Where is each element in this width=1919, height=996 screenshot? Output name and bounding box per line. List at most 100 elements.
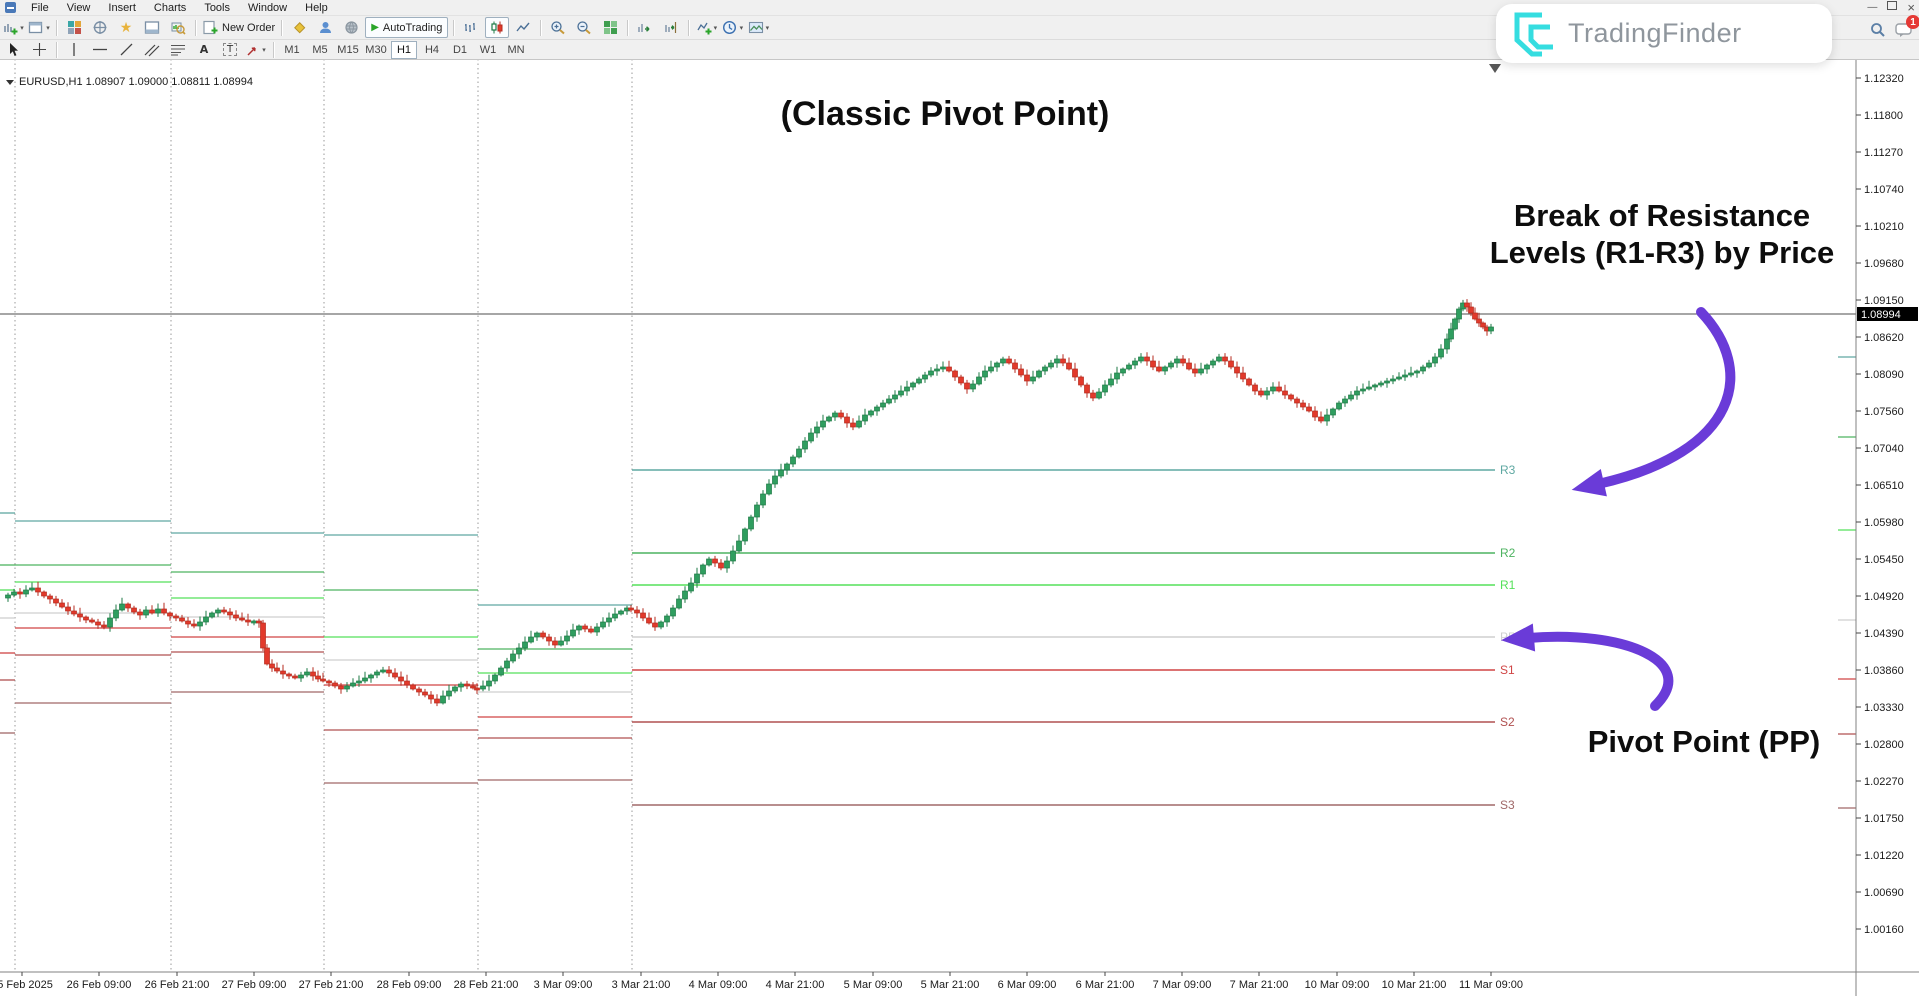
autoscroll-button[interactable] [633, 17, 657, 38]
text-button[interactable]: A [199, 43, 209, 56]
new-order-button[interactable]: New Order [201, 17, 276, 38]
resistance-annotation-line2: Levels (R1-R3) by Price [1489, 234, 1835, 270]
autotrading-label: AutoTrading [382, 21, 443, 34]
candle-body [552, 640, 558, 646]
horizontal-line-button[interactable] [88, 39, 112, 60]
candle-body [227, 611, 233, 616]
menu-file[interactable]: File [31, 1, 49, 14]
candle-body [41, 591, 47, 597]
candle-body [1336, 402, 1342, 410]
timeframe-w1[interactable]: W1 [479, 43, 497, 56]
candle-body [606, 617, 612, 623]
metaeditor-button[interactable] [287, 17, 311, 38]
crosshair-button[interactable] [27, 39, 51, 60]
text-label-button[interactable]: T [218, 39, 242, 60]
zoom-out-button[interactable] [572, 17, 596, 38]
zoom-in-button[interactable] [546, 17, 570, 38]
candle-body [1198, 368, 1204, 374]
candle-body [640, 612, 646, 619]
candle-body [1444, 338, 1450, 350]
candle-body [264, 647, 270, 665]
candle-body [1078, 376, 1084, 386]
new-chart-button[interactable]: ▾ [1, 17, 25, 38]
timeframe-mn[interactable]: MN [507, 43, 525, 56]
chart-shift-button[interactable] [659, 17, 683, 38]
timeframe-h1[interactable]: H1 [391, 40, 417, 59]
candle-body [766, 483, 772, 495]
candle-body [694, 573, 700, 584]
candle-body [1210, 360, 1216, 366]
candle-body [570, 629, 576, 637]
candle-body [564, 635, 570, 642]
market-watch-button[interactable] [62, 17, 86, 38]
timeframe-m30[interactable]: M30 [365, 43, 387, 56]
arrows-button[interactable]: ▾ [244, 39, 268, 60]
autotrading-button[interactable]: ▶ AutoTrading [365, 17, 449, 38]
candle-body [588, 628, 594, 633]
timeframe-m5[interactable]: M5 [312, 43, 328, 56]
menu-view[interactable]: View [66, 1, 91, 14]
indicators-button[interactable]: ▾ [694, 17, 718, 38]
toolbar-separator [195, 19, 196, 36]
candle-body [239, 617, 245, 621]
menu-charts[interactable]: Charts [153, 1, 187, 14]
time-tick-label: 10 Mar 09:00 [1305, 979, 1370, 991]
strategy-tester-button[interactable] [166, 17, 190, 38]
navigator-button[interactable]: ★ [119, 19, 133, 36]
tile-windows-button[interactable] [598, 17, 622, 38]
timeframe-m15[interactable]: M15 [337, 43, 359, 56]
profiles-button[interactable]: ▾ [27, 17, 51, 38]
candle-body [862, 414, 868, 422]
candle-body [286, 673, 292, 677]
price-tick-label: 1.05980 [1864, 517, 1904, 529]
candle-body [446, 690, 452, 697]
pivot-level-label-s2: S2 [1500, 715, 1515, 729]
candle-body [1264, 390, 1270, 396]
search-icon[interactable] [1870, 22, 1886, 38]
symbol-dropdown-icon[interactable] [6, 79, 14, 85]
candle-body [558, 640, 564, 646]
minimize-button[interactable]: — [1867, 1, 1878, 13]
candle-body [1330, 408, 1336, 416]
candle-body [143, 609, 149, 616]
candle-body [880, 402, 886, 408]
vertical-line-button[interactable] [62, 39, 86, 60]
terminal-button[interactable] [140, 17, 164, 38]
annotation-arrow-2 [1501, 623, 1674, 711]
toolbar-separator [540, 19, 542, 36]
candle-body [191, 623, 197, 627]
menu-insert[interactable]: Insert [108, 1, 136, 14]
chart-bars-button[interactable] [459, 17, 483, 38]
periods-button[interactable]: ▾ [720, 17, 744, 38]
candle-body [1408, 372, 1414, 376]
data-window-button[interactable] [88, 17, 112, 38]
equidistant-channel-button[interactable] [140, 39, 164, 60]
cursor-button[interactable] [1, 39, 25, 60]
menu-help[interactable]: Help [305, 1, 328, 14]
menu-window[interactable]: Window [248, 1, 288, 14]
candle-body [820, 420, 826, 428]
candle-body [53, 598, 59, 604]
timeframe-h4[interactable]: H4 [424, 43, 440, 56]
axes-layer: 1.12320 1.11800 1.11270 1.10740 1.10210 1.096… [0, 58, 1919, 996]
candle-body [1228, 360, 1234, 368]
chart-candles-button[interactable] [485, 17, 510, 38]
chat-icon[interactable]: 1 [1895, 15, 1919, 38]
close-button[interactable]: × [1907, 0, 1915, 15]
trendline-button[interactable] [114, 39, 138, 60]
chart-line-button[interactable] [511, 17, 535, 38]
candle-body [522, 641, 528, 649]
menu-tools[interactable]: Tools [204, 1, 230, 14]
candle-body [868, 410, 874, 416]
fibonacci-button[interactable] [166, 39, 190, 60]
timeframe-d1[interactable]: D1 [452, 43, 468, 56]
timeframe-m1[interactable]: M1 [284, 43, 300, 56]
restore-button[interactable] [1887, 1, 1898, 14]
candle-body [119, 603, 125, 611]
community-button[interactable] [339, 17, 363, 38]
candle-body [1168, 362, 1174, 368]
expert-advisors-button[interactable] [313, 17, 337, 38]
candle-body [1132, 360, 1138, 366]
templates-button[interactable]: ▾ [746, 17, 770, 38]
